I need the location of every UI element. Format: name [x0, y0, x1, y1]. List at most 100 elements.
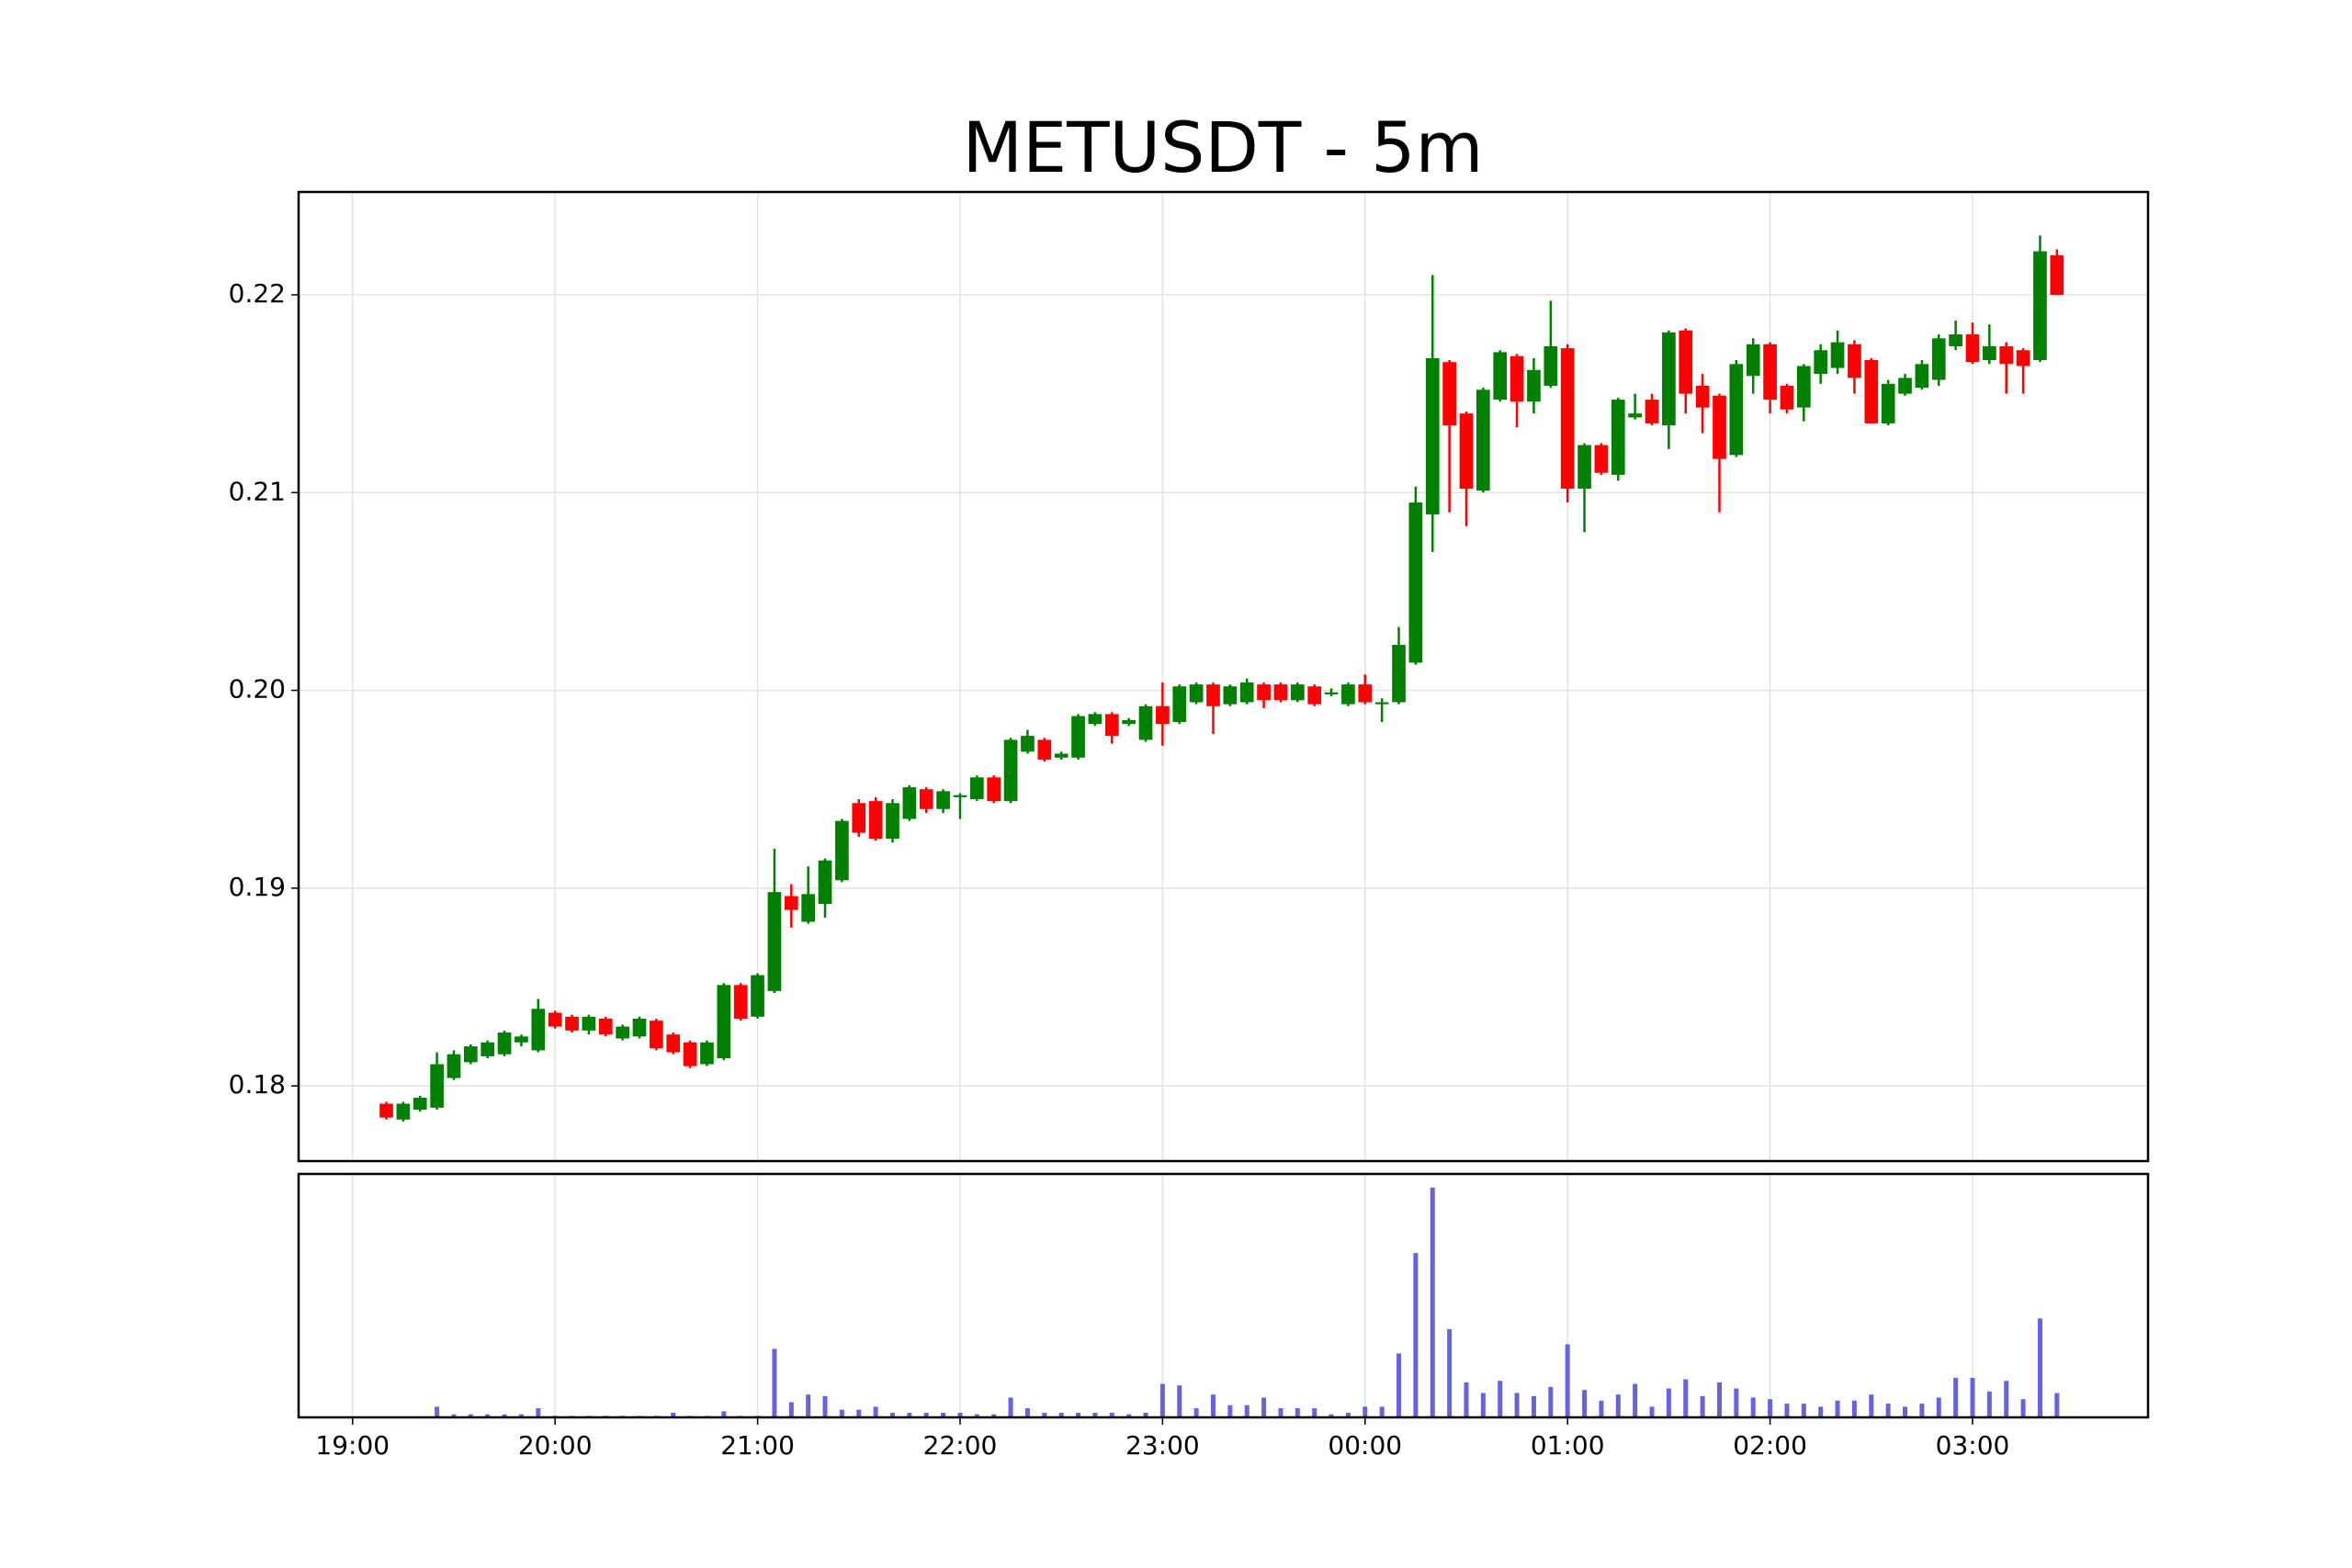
volume-bar	[1177, 1385, 1182, 1417]
volume-bar	[1633, 1383, 1638, 1417]
volume-bar	[1396, 1353, 1402, 1417]
candle-body	[1965, 334, 1980, 363]
candle-body	[447, 1054, 461, 1078]
candle-body	[1796, 366, 1811, 408]
volume-bar	[1464, 1382, 1469, 1417]
volume-bar	[1599, 1400, 1604, 1417]
candle-body	[1611, 400, 1625, 475]
volume-bar	[1970, 1377, 1975, 1417]
candle-body	[969, 777, 984, 799]
volume-bar	[1750, 1397, 1756, 1417]
volume-bar	[923, 1413, 929, 1417]
volume-bar	[468, 1414, 473, 1417]
candle-body	[1273, 684, 1288, 701]
candle-body	[902, 787, 917, 819]
volume-bar	[1885, 1404, 1891, 1417]
x-tick-label: 20:00	[518, 1430, 593, 1461]
candle-body	[1021, 736, 1035, 752]
volume-bar	[890, 1413, 896, 1417]
volume-bar	[502, 1414, 507, 1417]
volume-bar	[1312, 1408, 1317, 1417]
volume-bar	[1666, 1388, 1671, 1417]
candle-body	[1628, 413, 1642, 418]
volume-bar	[1109, 1413, 1114, 1417]
candle-body	[514, 1036, 528, 1043]
candle-body	[1257, 684, 1271, 701]
candle-body	[1915, 364, 1929, 389]
volume-bar	[1379, 1406, 1385, 1417]
candle-body	[852, 803, 866, 833]
candle-body	[987, 777, 1001, 802]
volume-bar	[1278, 1408, 1283, 1417]
candle-body	[616, 1026, 629, 1039]
volume-bar	[1345, 1413, 1351, 1417]
volume-bar	[2004, 1381, 2009, 1417]
volume-bar	[671, 1413, 676, 1417]
volume-bar	[856, 1409, 862, 1417]
candle-body	[463, 1046, 478, 1063]
candle-body	[717, 985, 731, 1059]
candle-body	[1392, 645, 1406, 703]
volume-bar	[1413, 1253, 1419, 1417]
candle-body	[1983, 345, 1996, 361]
candle-body	[868, 801, 883, 840]
candle-body	[936, 791, 950, 809]
candle-body	[632, 1018, 647, 1037]
volume-bar	[1582, 1390, 1588, 1417]
volume-bar	[1700, 1395, 1705, 1417]
volume-bar	[1784, 1404, 1790, 1417]
volume-bar	[957, 1413, 963, 1417]
candle-body	[1645, 400, 1659, 423]
candle-body	[1341, 684, 1355, 705]
candle-body	[396, 1103, 411, 1120]
volume-bar	[435, 1406, 440, 1417]
candle-body	[1864, 360, 1879, 423]
candle-body	[1459, 413, 1474, 489]
y-tick-label: 0.19	[229, 872, 286, 902]
candle-body	[919, 789, 933, 809]
candle-body	[1679, 330, 1693, 394]
volume-bar	[1244, 1404, 1250, 1417]
volume-bar	[1953, 1377, 1959, 1417]
candle-body	[1189, 684, 1204, 703]
volume-bar	[1919, 1404, 1925, 1417]
candle-body	[953, 795, 967, 797]
candle-body	[1425, 357, 1440, 514]
volume-bar	[991, 1414, 997, 1417]
x-tick-label: 19:00	[315, 1430, 390, 1461]
candle-body	[1138, 705, 1153, 740]
candle-body	[1374, 702, 1389, 705]
candle-body	[2016, 350, 2030, 367]
candle-body	[1493, 352, 1508, 400]
candle-body	[1476, 389, 1490, 491]
candle-body	[1104, 714, 1119, 737]
candle-body	[1898, 378, 1912, 394]
x-tick-label: 00:00	[1328, 1430, 1402, 1461]
x-tick-label: 01:00	[1531, 1430, 1605, 1461]
candle-body	[1003, 739, 1018, 802]
candle-body	[683, 1042, 697, 1066]
volume-bar	[1615, 1394, 1621, 1417]
candle-body	[733, 985, 748, 1019]
volume-bar	[1227, 1404, 1233, 1417]
candle-body	[1088, 714, 1102, 725]
candle-body	[1949, 334, 1962, 346]
volume-bar	[1363, 1406, 1368, 1417]
volume-bar	[1430, 1187, 1435, 1417]
volume-bar	[822, 1395, 828, 1417]
volume-bar	[1851, 1400, 1857, 1417]
candle-body	[1814, 350, 1828, 375]
volume-bar	[1716, 1382, 1722, 1417]
candle-body	[1662, 332, 1676, 426]
candle-body	[1223, 686, 1238, 705]
candle-body	[1054, 753, 1069, 758]
volume-bar	[2054, 1393, 2060, 1417]
candle-body	[1172, 686, 1187, 723]
volume-bar	[1193, 1408, 1199, 1417]
plot-layer	[299, 192, 2148, 1417]
x-tick-label: 22:00	[923, 1430, 998, 1461]
candle-body	[1713, 395, 1726, 459]
volume-bar	[1076, 1413, 1081, 1417]
volume-bar	[806, 1394, 811, 1417]
